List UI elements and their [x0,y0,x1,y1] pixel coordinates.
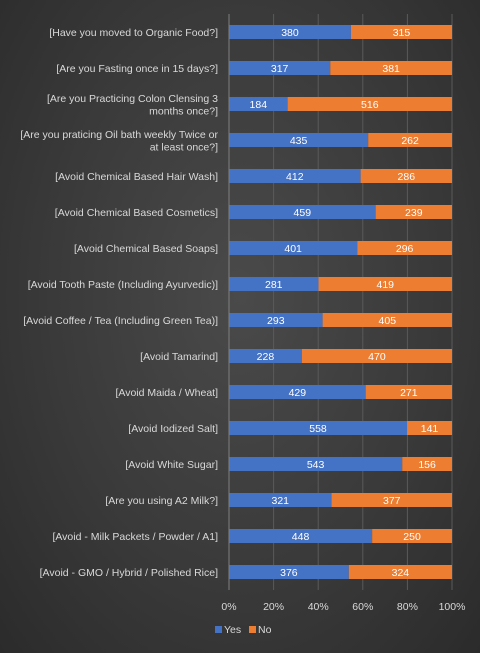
category-label: [Avoid Chemical Based Hair Wash] [55,171,218,183]
category-label: [Are you praticing Oil bath weekly Twice… [20,129,218,141]
data-label-no: 324 [392,567,410,579]
data-label-yes: 543 [307,459,325,471]
bar-no [360,169,452,183]
data-label-no: 286 [398,171,416,183]
category-label: [Avoid Coffee / Tea (Including Green Tea… [23,315,218,327]
data-label-no: 156 [418,459,436,471]
data-label-yes: 429 [289,387,307,399]
data-label-no: 419 [376,279,394,291]
bar-no [331,493,452,507]
data-label-yes: 321 [272,495,290,507]
bar-yes [229,205,376,219]
category-label: at least once?] [150,141,218,153]
bar-yes [229,529,373,543]
category-label: [Are you using A2 Milk?] [105,495,218,507]
data-label-no: 315 [393,27,411,39]
bar-no [350,25,452,39]
data-label-yes: 401 [284,243,302,255]
category-label: [Avoid White Sugar] [125,459,218,471]
legend-swatch-no [249,626,256,633]
legend-swatch-yes [215,626,222,633]
data-label-yes: 376 [280,567,298,579]
bar-no [375,205,452,219]
x-tick-label: 40% [308,601,329,613]
data-label-yes: 228 [257,351,275,363]
bar-yes [229,133,369,147]
category-label: [Have you moved to Organic Food?] [49,27,218,39]
bar-no [372,529,452,543]
data-label-no: 405 [379,315,397,327]
category-label: [Avoid Maida / Wheat] [115,387,218,399]
data-label-yes: 380 [281,27,299,39]
category-label: [Avoid Chemical Based Cosmetics] [55,207,218,219]
bar-no [368,133,452,147]
bar-yes [229,493,332,507]
category-label: [Avoid Tamarind] [140,351,218,363]
data-label-yes: 435 [290,135,308,147]
bar-yes [229,421,408,435]
x-tick-label: 20% [263,601,284,613]
bar-no [301,349,452,363]
x-tick-label: 100% [439,601,466,613]
x-tick-label: 60% [352,601,373,613]
data-label-no: 250 [403,531,421,543]
x-tick-label: 0% [221,601,236,613]
bar-no [330,61,452,75]
bar-no [318,277,452,291]
data-label-no: 381 [382,63,400,75]
legend-label-yes: Yes [224,624,241,636]
bar-no [402,457,452,471]
data-label-no: 516 [361,99,379,111]
category-label: [Avoid Iodized Salt] [128,423,218,435]
category-label: [Avoid - GMO / Hybrid / Polished Rice] [40,567,218,579]
data-label-no: 377 [383,495,401,507]
data-label-yes: 317 [271,63,289,75]
bar-yes [229,277,319,291]
data-label-yes: 281 [265,279,283,291]
data-label-no: 141 [421,423,439,435]
bar-no [365,385,452,399]
data-label-no: 239 [405,207,423,219]
bar-no [357,241,452,255]
bar-yes [229,61,331,75]
bar-yes [229,313,323,327]
data-label-no: 296 [396,243,414,255]
data-label-yes: 459 [294,207,312,219]
bar-no [322,313,452,327]
bar-no [407,421,452,435]
category-label: [Are you Practicing Colon Clensing 3 [47,93,218,105]
bar-no [287,97,452,111]
data-label-yes: 293 [267,315,285,327]
bar-yes [229,169,361,183]
data-label-yes: 184 [250,99,268,111]
bar-yes [229,97,288,111]
data-label-no: 470 [368,351,386,363]
data-label-yes: 448 [292,531,310,543]
bar-yes [229,349,302,363]
bar-yes [229,241,358,255]
legend-label-no: No [258,624,272,636]
bar-yes [229,457,403,471]
category-label: [Avoid - Milk Packets / Powder / A1] [52,531,218,543]
data-label-no: 262 [401,135,419,147]
data-label-yes: 558 [309,423,327,435]
bar-yes [229,385,366,399]
data-label-yes: 412 [286,171,304,183]
data-label-no: 271 [400,387,418,399]
category-label: [Avoid Chemical Based Soaps] [74,243,218,255]
category-label: [Avoid Tooth Paste (Including Ayurvedic)… [28,279,218,291]
bar-no [348,565,452,579]
bar-yes [229,565,349,579]
x-tick-label: 80% [397,601,418,613]
category-label: [Are you Fasting once in 15 days?] [56,63,218,75]
bar-yes [229,25,351,39]
category-label: months once?] [149,105,218,117]
